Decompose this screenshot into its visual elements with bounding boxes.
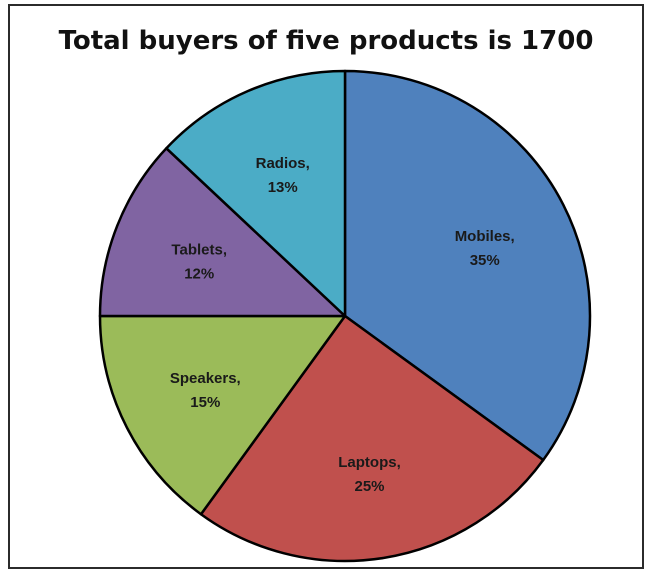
slice-label-mobiles: Mobiles, 35% bbox=[455, 228, 515, 269]
slice-label-speakers: Speakers, 15% bbox=[170, 370, 241, 411]
slice-label-radios: Radios, 13% bbox=[256, 155, 310, 196]
pie-slice-mobiles bbox=[343, 69, 592, 462]
slice-label-tablets: Tablets, 12% bbox=[171, 241, 227, 282]
pie-slice-laptops bbox=[199, 314, 545, 563]
slice-label-laptops: Laptops, 25% bbox=[338, 454, 401, 495]
pie-slice-radios bbox=[165, 69, 347, 318]
pie-slice-speakers bbox=[98, 314, 347, 516]
chart-title: Total buyers of five products is 1700 bbox=[58, 26, 594, 56]
pie-slice-tablets bbox=[98, 147, 347, 318]
